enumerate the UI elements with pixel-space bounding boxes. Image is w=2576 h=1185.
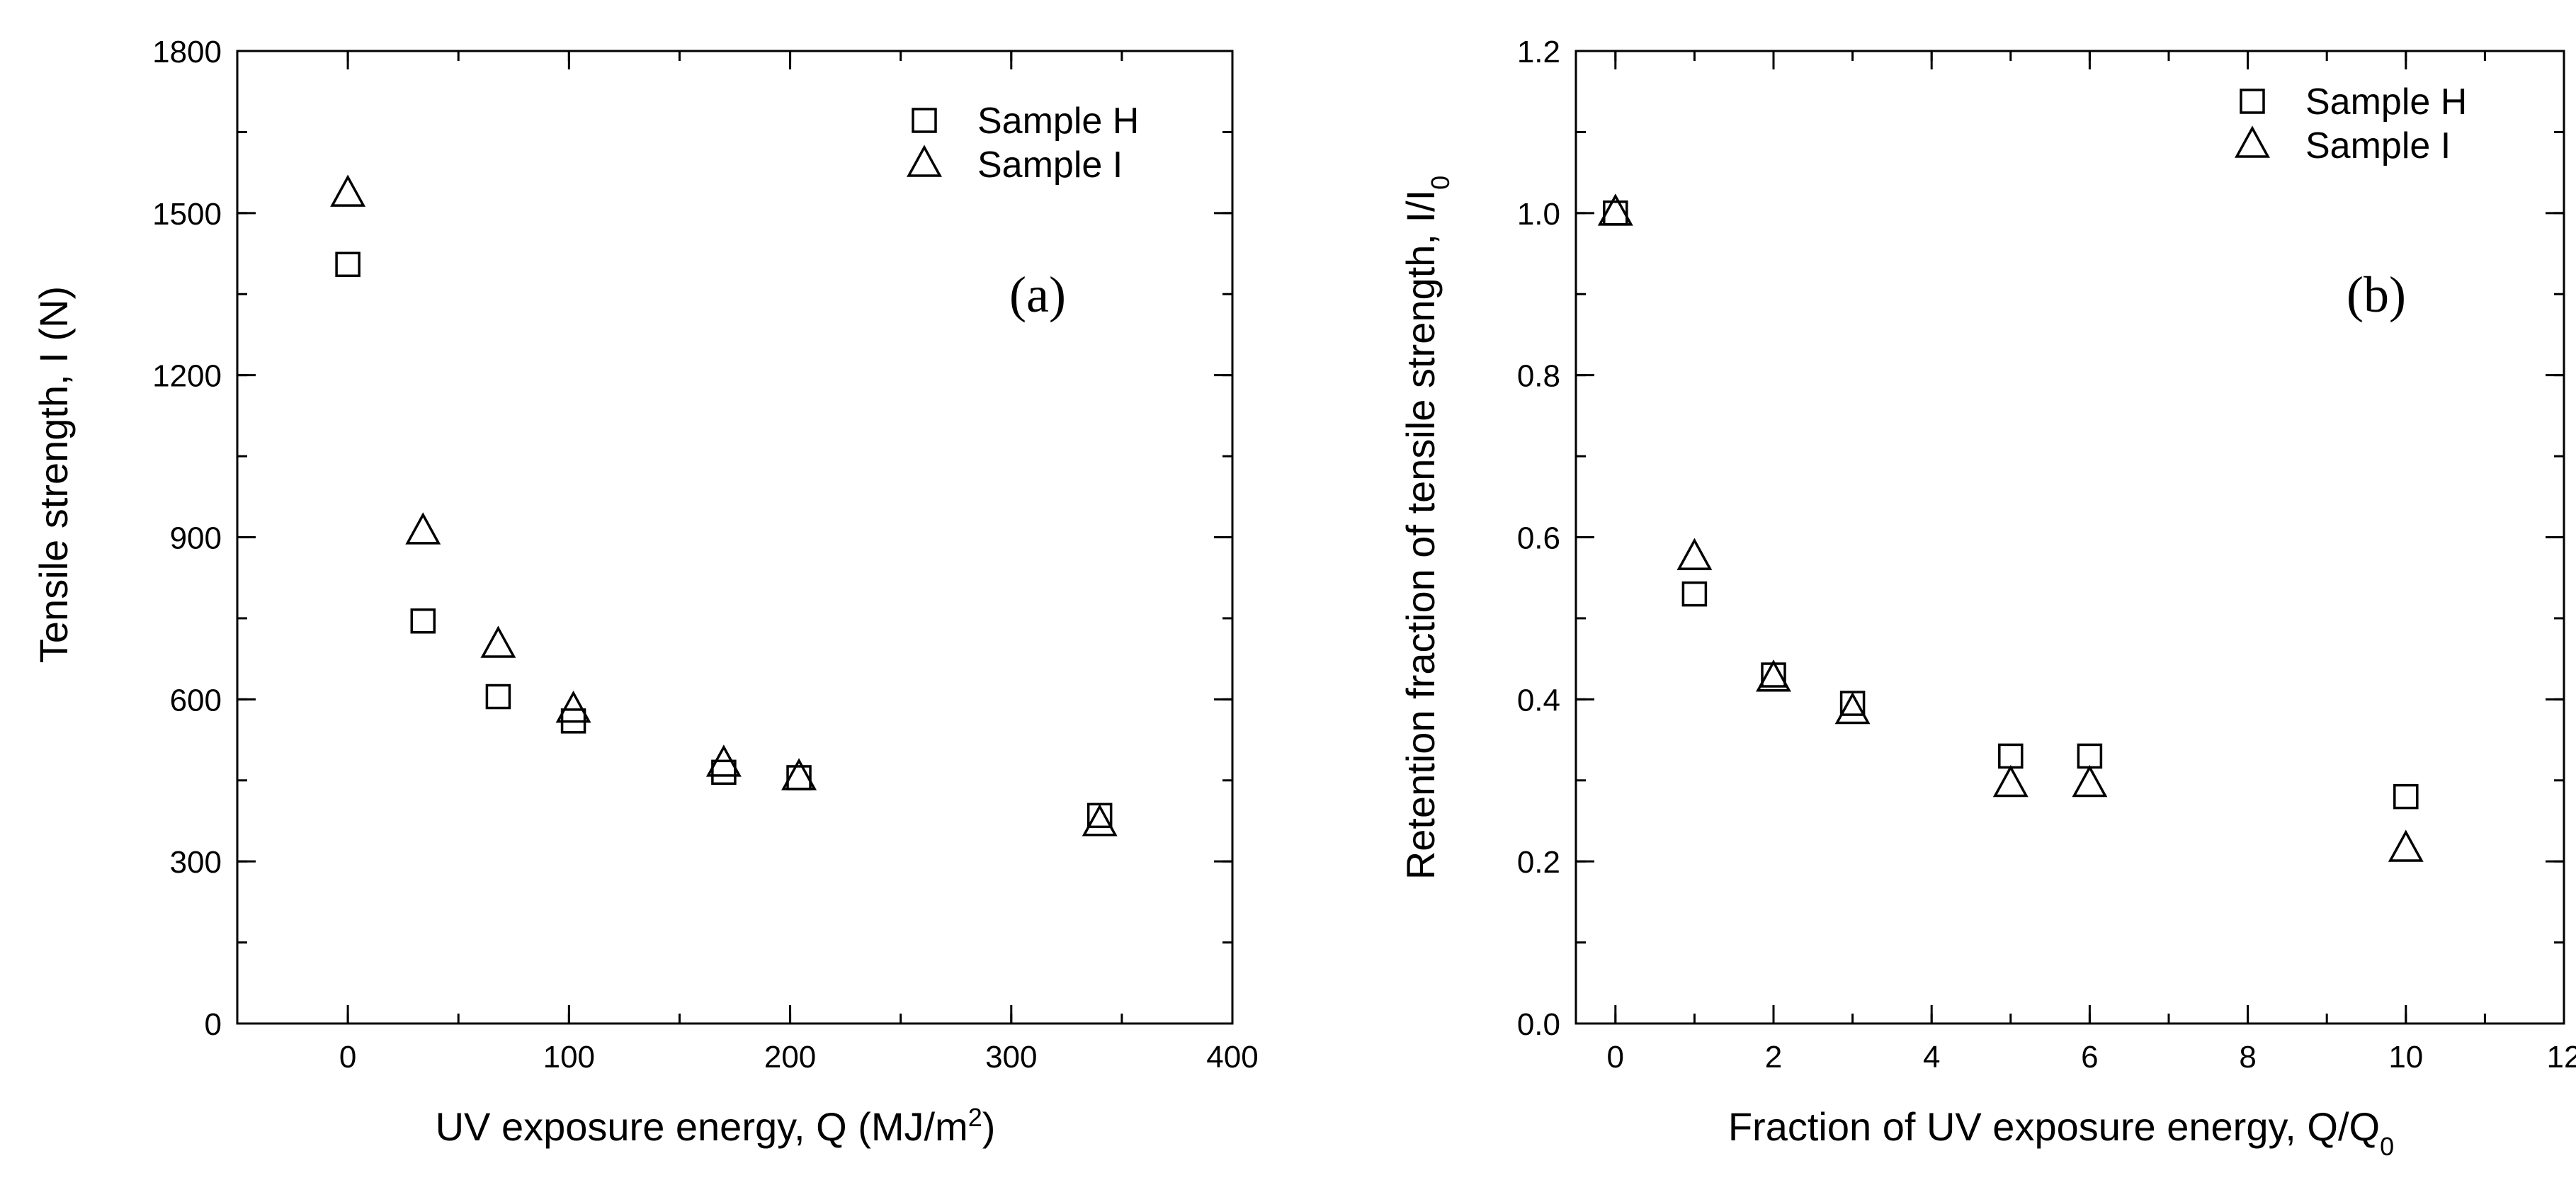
- panel-a-sample-h-point: [410, 608, 436, 634]
- panel-a-sample-h-point: [711, 759, 737, 786]
- panel-a-y-tick-label: 1200: [152, 359, 222, 394]
- panel-b-legend-label: Sample H: [2305, 81, 2467, 123]
- panel-a-y-tick-label: 0: [205, 1007, 222, 1042]
- panel-a-x-tick-label: 100: [543, 1040, 595, 1075]
- panel-b-sample-h-point: [1603, 200, 1628, 226]
- panel-b-y-tick-label: 0.8: [1517, 359, 1560, 394]
- panel-a-sample-i-point: [781, 758, 817, 790]
- panel-b-sample-h-point: [1998, 743, 2024, 769]
- panel-b-label: (b): [2347, 266, 2406, 323]
- panel-a-x-tick-label: 400: [1206, 1040, 1258, 1075]
- panel-a-x-tick-label: 200: [764, 1040, 816, 1075]
- panel-a-sample-i-point: [405, 512, 441, 545]
- panel-b-plot-frame: [1574, 50, 2565, 1025]
- panel-a-sample-i-point: [555, 690, 591, 723]
- panel-b-sample-i-point: [2388, 829, 2424, 862]
- panel-b-legend-label: Sample I: [2305, 125, 2451, 166]
- panel-b-y-tick-label: 0.2: [1517, 845, 1560, 880]
- panel-a-sample-i-point: [705, 744, 742, 777]
- panel-b-y-tick-label: 0.4: [1517, 683, 1560, 718]
- panel-a-sample-i-point: [330, 174, 366, 207]
- panel-a-y-axis-title: Tensile strength, I (N): [31, 286, 76, 663]
- panel-b-sample-h-point: [2393, 783, 2419, 810]
- panel-b-sample-i-point: [2072, 764, 2108, 798]
- panel-b-x-tick-label: 10: [2388, 1040, 2423, 1075]
- panel-a-legend-label: Sample H: [977, 101, 1139, 142]
- panel-b-x-tick-label: 6: [2081, 1040, 2098, 1075]
- panel-b-sample-i-point: [1992, 764, 2029, 798]
- panel-b-x-tick-label: 8: [2239, 1040, 2256, 1075]
- panel-a-sample-h-point: [485, 684, 511, 710]
- panel-a-x-tick-label: 300: [985, 1040, 1037, 1075]
- panel-b-x-tick-label: 2: [1765, 1040, 1782, 1075]
- panel-a-legend-label: Sample I: [977, 144, 1123, 186]
- panel-a-y-tick-label: 300: [170, 845, 222, 880]
- panel-a-chart: Tensile strength, I (N) UV exposure ener…: [31, 35, 1259, 1149]
- panel-a-plot-frame: [236, 50, 1234, 1025]
- panel-a-label: (a): [1009, 266, 1066, 323]
- panel-b-sample-h-point: [1681, 581, 1708, 607]
- panel-b-y-tick-label: 0.0: [1517, 1007, 1560, 1042]
- panel-b-x-axis-title: Fraction of UV exposure energy, Q/Q0: [1728, 1104, 2394, 1161]
- panel-b-sample-h-point: [2077, 743, 2103, 769]
- panel-b-x-tick-label: 12: [2547, 1040, 2576, 1075]
- panel-b-x-tick-label: 0: [1607, 1040, 1624, 1075]
- panel-b-sample-i-point: [1597, 193, 1633, 226]
- panel-a-y-tick-label: 900: [170, 521, 222, 556]
- panel-a-legend-marker-sample-i: [907, 144, 942, 177]
- panel-a-y-tick-label: 1500: [152, 197, 222, 232]
- panel-b-x-tick-label: 4: [1923, 1040, 1940, 1075]
- panel-a-sample-h-point: [335, 251, 361, 278]
- panel-a-x-tick-label: 0: [339, 1040, 356, 1075]
- panel-b-y-tick-label: 1.0: [1517, 197, 1560, 232]
- panel-b-y-tick-label: 0.6: [1517, 521, 1560, 556]
- panel-b-sample-i-point: [1834, 691, 1871, 725]
- panel-b-legend-marker-sample-h: [2240, 89, 2265, 114]
- panel-a-sample-h-point: [786, 765, 812, 790]
- panel-a-legend-marker-sample-h: [912, 108, 937, 133]
- panel-b-sample-i-point: [1756, 659, 1791, 692]
- panel-a-y-tick-label: 600: [170, 683, 222, 718]
- panel-a-y-tick-label: 1800: [152, 35, 222, 69]
- panel-a-sample-i-point: [480, 625, 516, 658]
- panel-a-x-axis-title: UV exposure energy, Q (MJ/m2): [436, 1103, 996, 1150]
- panel-b-chart: Retention fraction of tensile strength, …: [1398, 35, 2576, 1161]
- panel-a-sample-i-point: [1082, 804, 1118, 837]
- panel-b-y-tick-label: 1.2: [1517, 35, 1560, 69]
- panel-b-y-axis-title: Retention fraction of tensile strength, …: [1398, 176, 1455, 880]
- panel-b-legend-marker-sample-i: [2235, 125, 2270, 158]
- panel-b-sample-i-point: [1676, 538, 1713, 570]
